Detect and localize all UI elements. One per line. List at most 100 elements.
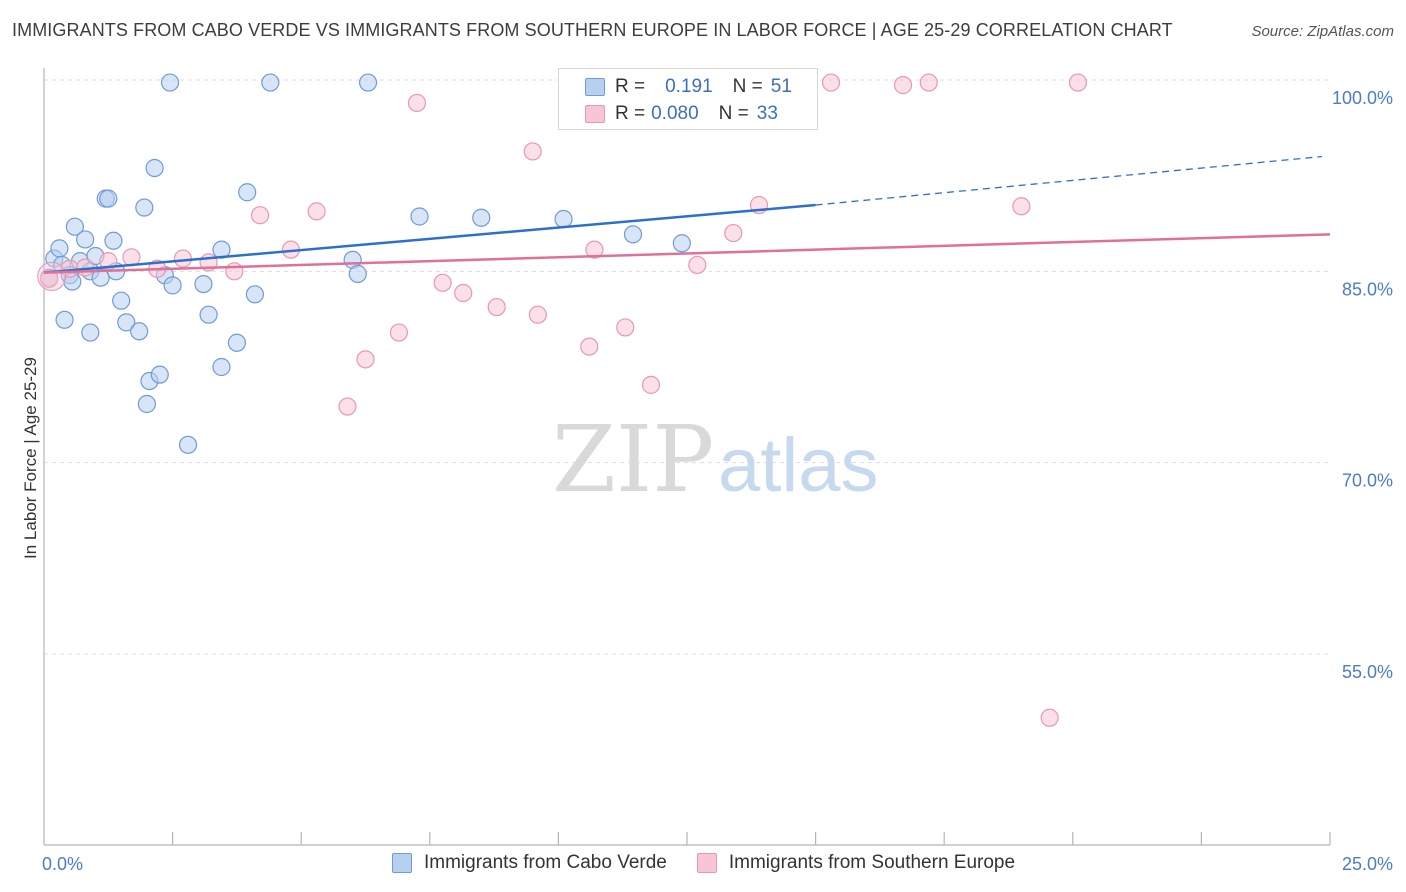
southern-europe-point	[821, 73, 841, 92]
cabo-verde-point	[348, 264, 367, 283]
southern-europe-point	[433, 273, 452, 292]
r-label: R =	[615, 76, 646, 97]
cabo-verde-trend-extension	[815, 155, 1323, 206]
blue-swatch	[392, 853, 412, 873]
cabo-verde-trend-line	[43, 203, 816, 274]
cabo-verde-point	[50, 239, 69, 258]
southern-europe-point	[919, 73, 938, 92]
cabo-verde-point	[199, 305, 218, 324]
southern-europe-point	[487, 297, 506, 317]
cabo-verde-point	[672, 234, 691, 253]
southern-europe-point	[225, 262, 244, 281]
southern-europe-trend-line	[43, 233, 1331, 274]
southern-europe-point	[688, 255, 707, 275]
southern-europe-point	[585, 240, 604, 259]
axes	[43, 68, 1331, 846]
series-legend: Immigrants from Cabo Verde Immigrants fr…	[392, 852, 1045, 874]
chart-title: IMMIGRANTS FROM CABO VERDE VS IMMIGRANTS…	[12, 20, 1173, 40]
cabo-verde-point	[65, 217, 84, 236]
southern-europe-point	[523, 142, 542, 161]
x-tick-label: 25.0%	[1342, 854, 1393, 874]
data-points	[37, 73, 1088, 727]
legend-row-cabo-verde: R = 0.191 N = 51	[585, 74, 792, 100]
cabo-verde-point	[137, 394, 156, 414]
southern-europe-point	[173, 249, 192, 268]
stats-legend: R = 0.191 N = 51 R = 0.080 N = 33	[558, 68, 818, 130]
southern-europe-point	[1012, 197, 1031, 216]
cabo-verde-point	[194, 274, 213, 294]
blue-swatch	[585, 78, 605, 96]
y-tick-label: 85.0%	[1342, 279, 1393, 299]
cabo-verde-point	[554, 209, 573, 229]
cabo-verde-point	[178, 435, 198, 454]
cabo-verde-point	[261, 73, 280, 92]
r-label: R =	[615, 103, 646, 124]
legend-item-southern-europe[interactable]: Immigrants from Southern Europe	[696, 852, 1016, 874]
watermark-zip: ZIP	[552, 406, 714, 513]
pink-swatch	[585, 105, 605, 123]
southern-europe-point	[250, 206, 270, 225]
southern-europe-point	[356, 350, 375, 369]
cabo-verde-point	[145, 158, 164, 178]
southern-europe-point	[528, 305, 547, 324]
legend-item-cabo-verde[interactable]: Immigrants from Cabo Verde	[392, 852, 667, 874]
legend-label: Immigrants from Southern Europe	[728, 852, 1016, 873]
y-tick-label: 100.0%	[1332, 88, 1393, 108]
cabo-verde-point	[135, 198, 154, 217]
cabo-verde-point	[150, 365, 169, 384]
southern-europe-point	[454, 283, 473, 303]
cabo-verde-point	[104, 231, 123, 250]
x-tick-label: 0.0%	[42, 854, 83, 874]
tick-labels: 55.0% 70.0% 85.0% 100.0% 0.0% 25.0%	[42, 88, 1393, 874]
southern-europe-point	[389, 323, 409, 342]
legend-row-southern-europe: R = 0.080 N = 33	[585, 101, 778, 127]
southern-europe-point	[616, 318, 635, 337]
southern-europe-cluster-point	[37, 261, 67, 291]
southern-europe-point	[338, 397, 357, 416]
grid-lines	[44, 79, 1330, 655]
southern-europe-point	[893, 76, 913, 95]
cabo-verde-point	[99, 189, 118, 208]
r-value: 0.191	[665, 76, 713, 97]
southern-europe-point	[724, 223, 743, 243]
pink-swatch	[696, 853, 717, 873]
n-label: N =	[718, 103, 749, 124]
n-value: 51	[770, 76, 792, 97]
y-axis-label: In Labor Force | Age 25-29	[21, 357, 40, 559]
cabo-verde-point	[163, 276, 182, 295]
cabo-verde-point	[130, 322, 149, 341]
y-tick-label: 70.0%	[1342, 471, 1393, 491]
n-value: 33	[756, 103, 778, 124]
source-label: Source: ZipAtlas.com	[1251, 23, 1394, 40]
cabo-verde-point	[238, 183, 257, 202]
southern-europe-point	[40, 269, 59, 289]
cabo-verde-point	[76, 230, 95, 249]
southern-europe-point	[307, 202, 326, 221]
cabo-verde-point	[212, 357, 231, 377]
y-tick-label: 55.0%	[1342, 662, 1393, 682]
cabo-verde-point	[358, 73, 378, 92]
n-label: N =	[732, 76, 763, 97]
watermark-atlas: atlas	[718, 423, 879, 508]
cabo-verde-point	[55, 310, 74, 329]
southern-europe-point	[641, 375, 661, 394]
cabo-verde-point	[112, 291, 131, 310]
trend-lines	[43, 155, 1331, 274]
watermark: ZIP atlas	[552, 406, 879, 513]
cabo-verde-point	[410, 207, 429, 226]
cabo-verde-point	[623, 225, 643, 244]
r-value: 0.080	[651, 103, 699, 124]
cabo-verde-point	[245, 285, 265, 304]
southern-europe-point	[1068, 73, 1088, 92]
southern-europe-point	[1040, 708, 1059, 727]
southern-europe-point	[580, 337, 599, 356]
cabo-verde-point	[117, 313, 136, 332]
cabo-verde-point	[91, 268, 110, 287]
southern-europe-point	[407, 93, 427, 113]
cabo-verde-point	[160, 73, 180, 92]
cabo-verde-point	[472, 208, 491, 227]
cabo-verde-point	[81, 323, 100, 342]
legend-label: Immigrants from Cabo Verde	[424, 852, 667, 873]
cabo-verde-point	[227, 333, 246, 352]
